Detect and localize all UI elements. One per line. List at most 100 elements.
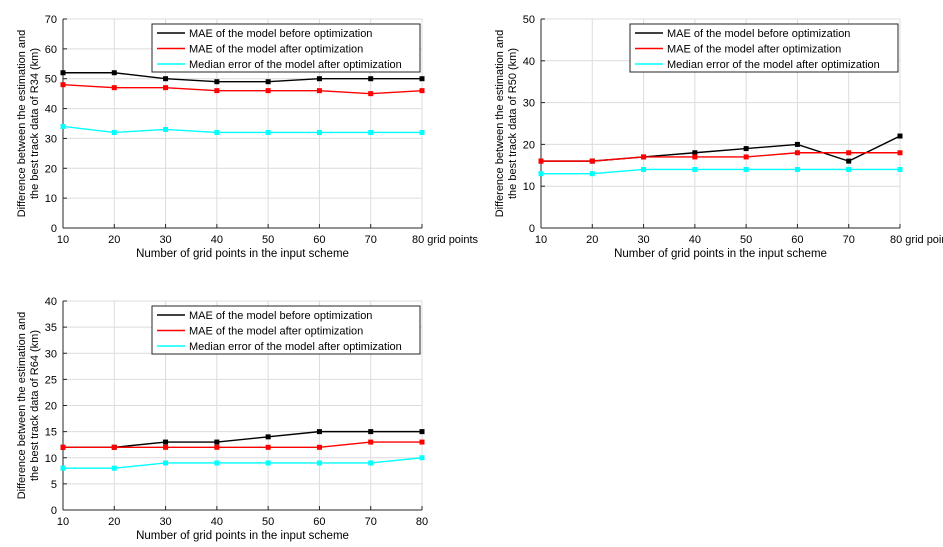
legend-label: MAE of the model after optimization [189,44,363,56]
data-point [316,88,322,94]
data-point [316,129,322,135]
chart-panel-3: 0 5 10 15 20 25 30 35 40 10 20 30 40 50 60 70 80 Number o… [16,296,428,542]
data-point [897,133,903,139]
y-tick-label: 20 [45,401,57,413]
data-point [60,82,66,88]
x-tick-label: 80 grid points [412,234,479,246]
series-line-2 [63,441,422,448]
y-tick-label: 30 [45,133,57,145]
y-tick-label: 50 [523,14,535,26]
data-point [538,158,544,164]
legend-label: MAE of the model after optimization [189,326,363,338]
x-tick-label: 40 [689,234,701,246]
x-tick-label: 30 [159,234,171,246]
data-point [794,141,800,147]
x-tick-label: 20 [108,234,120,246]
data-point [641,154,647,160]
data-point [794,166,800,172]
data-point [368,91,374,97]
data-point [214,88,220,94]
data-point [265,460,271,466]
x-tick-label: 60 [313,234,325,246]
data-point [419,429,425,435]
y-tick-label: 35 [45,322,57,334]
data-point [692,150,698,156]
y-tick-label: 60 [45,44,57,56]
x-tick-label: 20 [108,516,120,528]
x-tick-label: 70 [365,234,377,246]
data-point [316,444,322,450]
data-point [163,444,169,450]
data-point [163,126,169,132]
x-tick-label: 70 [365,516,377,528]
data-point [111,129,117,135]
x-tick-label: 50 [740,234,752,246]
data-point [60,444,66,450]
data-point [419,439,425,445]
legend-box [629,23,899,73]
y-tick-label: 10 [45,193,57,205]
y-tick-label: 40 [45,104,57,116]
data-point [163,76,169,82]
data-point [419,129,425,135]
legend-label: MAE of the model before optimization [189,310,372,322]
data-point [368,76,374,82]
data-point [111,70,117,76]
series-line-3 [63,457,423,469]
x-tick-label: 20 [586,234,598,246]
x-tick-label: 40 [211,234,223,246]
y-tick-label: 20 [45,163,57,175]
legend-label: MAE of the model after optimization [667,44,841,56]
y-tick-label: 40 [523,56,535,68]
y-axis-label: Difference between the estimation and [16,312,28,500]
data-point [419,76,425,82]
x-tick-label: 10 [57,516,69,528]
legend-label: MAE of the model before optimization [189,28,372,40]
data-point [692,154,698,160]
y-tick-label: 0 [51,223,57,235]
x-tick-label: 60 [313,516,325,528]
x-tick-label: 30 [637,234,649,246]
series-line-1 [63,430,422,448]
y-tick-label: 30 [45,348,57,360]
data-point [846,150,852,156]
data-point [111,444,117,450]
y-tick-label: 70 [45,14,57,26]
data-point [419,455,425,461]
data-point [794,150,800,156]
legend-box [151,305,421,355]
x-tick-label: 50 [262,234,274,246]
data-point [214,129,220,135]
data-point [265,79,271,85]
x-tick-label: 50 [262,516,274,528]
data-point [265,88,271,94]
y-axis-label: the best track data of R64 (km) [29,330,41,481]
data-point [641,166,647,172]
y-tick-label: 25 [45,374,57,386]
series-line-3 [62,125,422,134]
data-point [163,460,169,466]
data-point [214,444,220,450]
legend-label: MAE of the model before optimization [667,28,850,40]
x-axis-label: Number of grid points in the input schem… [136,248,349,260]
y-tick-label: 15 [45,427,57,439]
legend: MAE of the model before optimization MAE … [629,23,899,73]
data-point [265,129,271,135]
y-tick-label: 40 [45,296,57,308]
legend-box [151,23,421,73]
y-axis-label: the best track data of R34 (km) [29,48,41,199]
x-axis-label: Number of grid points in the input schem… [136,530,349,542]
data-point [589,171,595,177]
data-point [265,444,271,450]
data-point [897,166,903,172]
x-axis-label: Number of grid points in the input schem… [614,248,827,260]
data-point [419,88,425,94]
data-point [368,429,374,435]
data-point [692,166,698,172]
data-point [60,70,66,76]
data-point [368,460,374,466]
x-tick-label: 10 [535,234,547,246]
x-tick-label: 60 [791,234,803,246]
